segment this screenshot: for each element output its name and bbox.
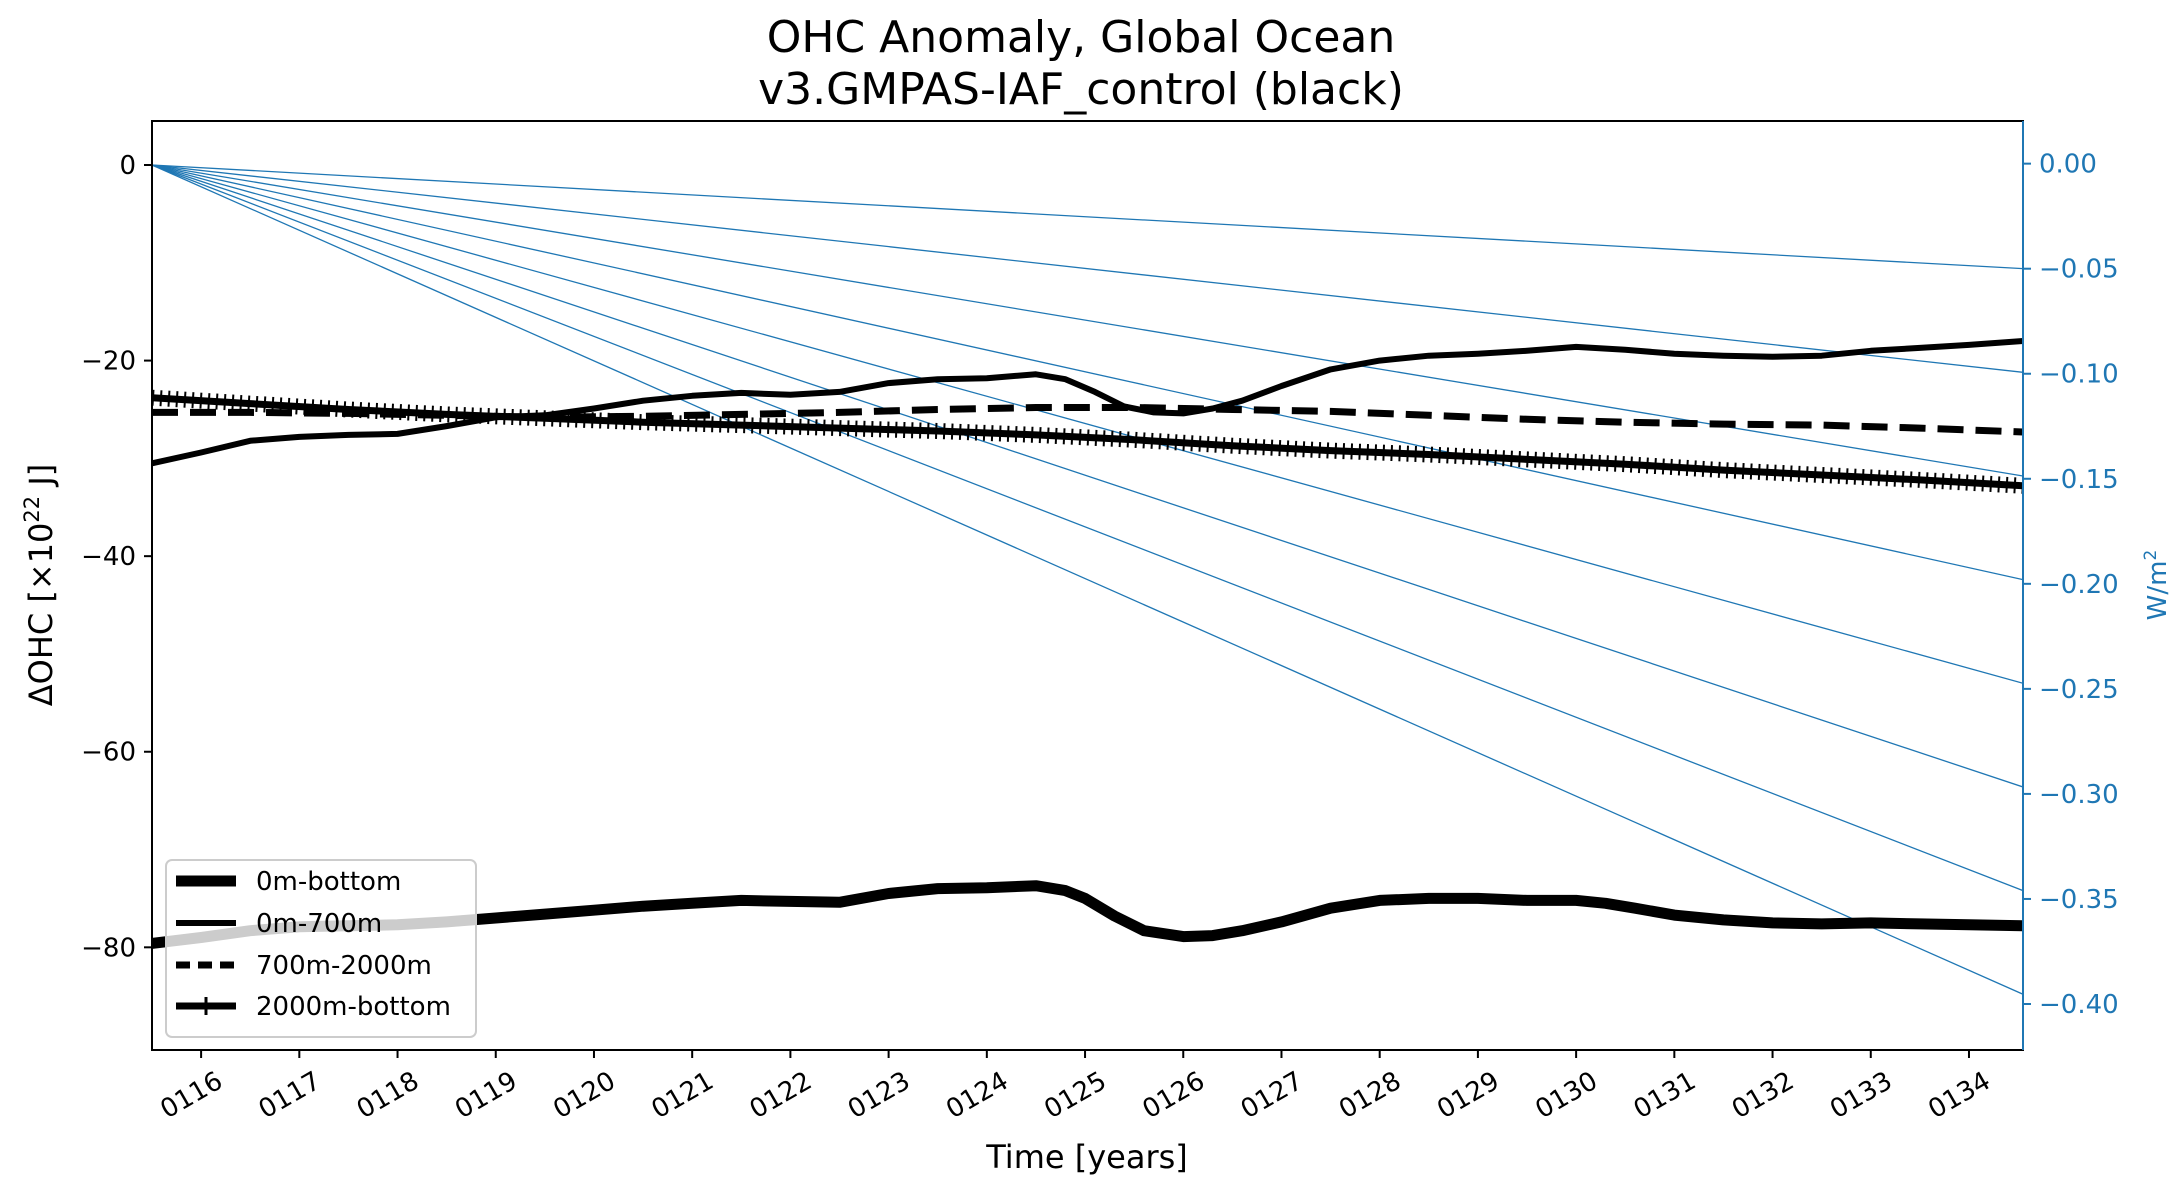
right-y-tick-label: −0.05 — [2039, 255, 2119, 285]
legend-label-2000m-bottom: 2000m-bottom — [256, 992, 451, 1022]
left-y-tick-label: −60 — [81, 738, 136, 768]
x-tick-label: 0126 — [1138, 1066, 1210, 1125]
legend: 0m-bottom 0m-700m 700m-2000m 2000m-bottom — [165, 859, 477, 1038]
left-y-tick-label: −80 — [81, 933, 136, 963]
chart-subtitle: v3.GMPAS-IAF_control (black) — [758, 64, 1404, 115]
chart-title: OHC Anomaly, Global Ocean — [767, 12, 1395, 63]
x-tick-label: 0129 — [1432, 1066, 1504, 1125]
series-lines — [152, 338, 2023, 949]
x-tick-label: 0121 — [647, 1066, 719, 1125]
right-y-axis-ticks: 0.00 −0.05 −0.10 −0.15 −0.20 −0.25 −0.30 −0.35 −… — [2023, 150, 2119, 1020]
legend-label-0m-700m: 0m-700m — [256, 909, 382, 939]
reference-line-2 — [152, 164, 2023, 373]
x-tick-label: 0131 — [1629, 1066, 1701, 1125]
x-tick-label: 0127 — [1236, 1066, 1308, 1125]
reference-line-5 — [152, 164, 2023, 684]
x-tick-label: 0124 — [941, 1066, 1013, 1125]
reference-line-4 — [152, 164, 2023, 581]
left-y-tick-label: 0 — [119, 151, 136, 181]
legend-label-0m-bottom: 0m-bottom — [256, 867, 401, 897]
x-tick-label: 0120 — [548, 1066, 620, 1125]
right-y-tick-label: −0.10 — [2039, 360, 2119, 390]
right-y-tick-label: −0.25 — [2039, 675, 2119, 705]
reference-line-6 — [152, 164, 2023, 788]
reference-lines — [152, 164, 2023, 995]
x-tick-label: 0125 — [1039, 1066, 1111, 1125]
x-tick-label: 0134 — [1923, 1066, 1995, 1125]
x-axis-label: Time [years] — [985, 1138, 1188, 1176]
x-tick-label: 0122 — [745, 1066, 817, 1125]
reference-line-1 — [152, 164, 2023, 270]
series-line-2000m-bottom — [152, 394, 2023, 490]
right-y-axis-label: W/m2 — [2141, 550, 2173, 621]
legend-label-700m-2000m: 700m-2000m — [256, 951, 432, 981]
x-tick-label: 0116 — [156, 1066, 228, 1125]
x-tick-label: 0117 — [254, 1066, 326, 1125]
x-axis-ticks: 0116 0117 0118 0119 0120 0121 0122 0123 0124 0125… — [156, 1050, 1996, 1125]
x-tick-label: 0133 — [1825, 1066, 1897, 1125]
series-line-0m-bottom — [152, 880, 2023, 949]
x-tick-label: 0132 — [1727, 1066, 1799, 1125]
left-y-tick-label: −40 — [81, 542, 136, 572]
left-y-tick-label: −20 — [81, 347, 136, 377]
reference-line-7 — [152, 164, 2023, 892]
x-tick-label: 0119 — [450, 1066, 522, 1125]
legend-frame — [165, 859, 477, 1038]
right-y-tick-label: 0.00 — [2039, 150, 2097, 180]
x-tick-label: 0130 — [1531, 1066, 1603, 1125]
reference-line-8 — [152, 164, 2023, 995]
right-y-tick-label: −0.35 — [2039, 885, 2119, 915]
x-tick-label: 0123 — [843, 1066, 915, 1125]
right-y-tick-label: −0.30 — [2039, 780, 2119, 810]
x-tick-label: 0128 — [1334, 1066, 1406, 1125]
left-y-axis-label: ΔOHC [×1022 J] — [20, 464, 60, 707]
x-tick-label: 0118 — [352, 1066, 424, 1125]
left-y-axis-ticks: 0 −20 −40 −60 −80 — [81, 151, 152, 963]
right-y-tick-label: −0.15 — [2039, 465, 2119, 495]
right-y-tick-label: −0.40 — [2039, 990, 2119, 1020]
right-y-tick-label: −0.20 — [2039, 570, 2119, 600]
